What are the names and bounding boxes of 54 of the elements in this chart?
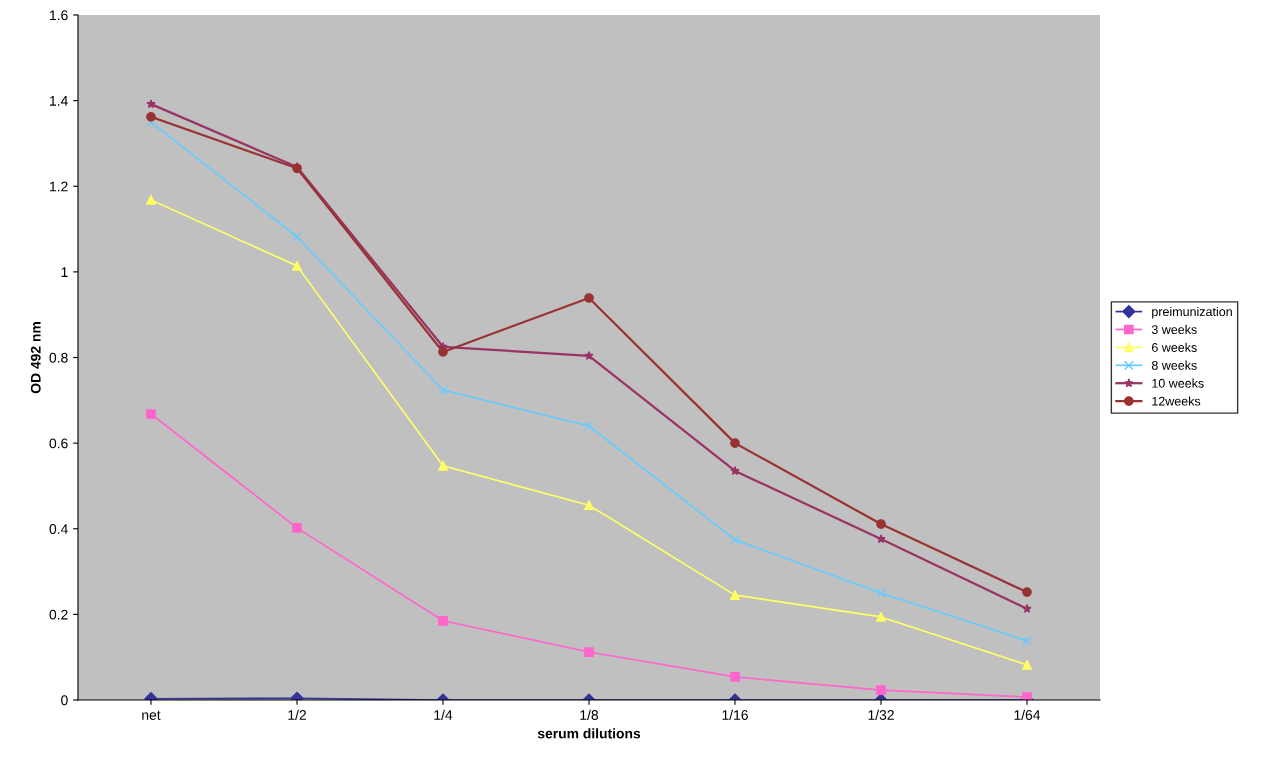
point	[292, 231, 302, 242]
x-tick-label: 1/2	[288, 709, 306, 720]
y-tick-label: 1.2	[50, 181, 68, 192]
y-axis-title: OD 492 nm	[30, 322, 41, 394]
point	[876, 519, 886, 529]
x-tick-label: 1/32	[868, 709, 894, 720]
y-tick-label: 0.8	[49, 352, 68, 363]
point	[438, 615, 448, 626]
point	[292, 523, 302, 533]
point	[438, 347, 448, 357]
legend-label: 12weeks	[1152, 396, 1201, 406]
legend-label: preimunization	[1152, 306, 1232, 319]
point	[584, 647, 594, 657]
point	[730, 672, 740, 682]
point	[146, 195, 156, 205]
x-tick-label: 1/4	[434, 709, 453, 720]
y-tick-label: 0.2	[49, 609, 68, 620]
legend-label: 3 weeks	[1151, 324, 1197, 334]
legend-label: 6 weeks	[1151, 342, 1197, 352]
x-tick-label: net	[142, 710, 161, 720]
point	[584, 421, 594, 431]
x-tick-label: 1/64	[1014, 709, 1041, 720]
point	[730, 466, 740, 476]
point	[584, 500, 594, 511]
y-tick-label: 1.6	[50, 10, 68, 21]
point	[876, 685, 886, 696]
point	[584, 293, 594, 303]
legend-label: 8 weeks	[1151, 360, 1197, 370]
point	[876, 534, 886, 544]
x-tick-label: 1/16	[722, 709, 748, 720]
y-tick-label: 0.6	[49, 438, 68, 449]
point	[584, 350, 594, 360]
y-tick-label: 0.4	[49, 524, 68, 534]
point	[730, 438, 740, 448]
y-tick-label: 1.4	[50, 96, 68, 106]
point	[876, 612, 886, 622]
point	[1022, 587, 1032, 597]
x-tick-label: 1/8	[580, 709, 599, 720]
point	[146, 409, 156, 419]
point	[1022, 636, 1032, 646]
point	[146, 112, 156, 122]
point	[438, 385, 448, 395]
point	[730, 535, 740, 545]
point	[730, 590, 740, 600]
point	[292, 261, 302, 271]
y-tick-label: 1	[61, 267, 68, 277]
x-axis-title: serum dilutions	[537, 728, 641, 739]
point	[876, 588, 886, 598]
legend-label: 10 weeks	[1152, 378, 1204, 388]
point	[1022, 660, 1032, 670]
y-tick-label: 0	[61, 695, 68, 706]
point	[146, 99, 156, 109]
point	[438, 460, 448, 471]
point	[1022, 603, 1032, 613]
